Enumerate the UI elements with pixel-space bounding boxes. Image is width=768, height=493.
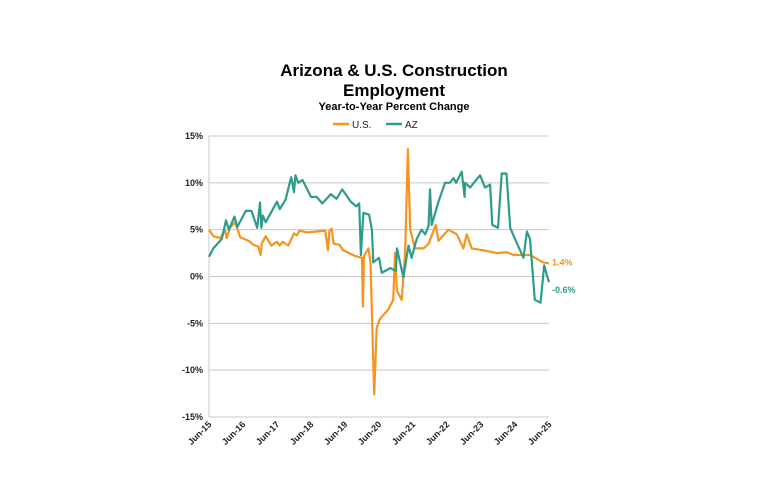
y-tick-label: 0% <box>190 272 203 282</box>
chart-title-line-2: Employment <box>343 81 445 100</box>
x-tick-label: Jun-19 <box>322 419 350 447</box>
y-tick-label: -5% <box>187 318 203 328</box>
x-tick-label: Jun-17 <box>254 419 282 447</box>
y-tick-label: 5% <box>190 225 203 235</box>
legend-label-us: U.S. <box>352 120 371 131</box>
x-tick-label: Jun-15 <box>186 419 214 447</box>
chart-title-line-1: Arizona & U.S. Construction <box>280 61 508 80</box>
x-tick-label: Jun-18 <box>288 419 316 447</box>
x-tick-label: Jun-16 <box>220 419 248 447</box>
y-tick-label: 10% <box>185 178 203 188</box>
x-tick-label: Jun-25 <box>526 419 554 447</box>
y-tick-label: -10% <box>182 365 203 375</box>
y-tick-label: 15% <box>185 131 203 141</box>
x-tick-label: Jun-24 <box>492 419 520 447</box>
x-tick-label: Jun-21 <box>390 419 418 447</box>
chart-subtitle: Year-to-Year Percent Change <box>318 101 469 113</box>
x-tick-label: Jun-22 <box>424 419 452 447</box>
legend-label-az: AZ <box>405 120 418 131</box>
end-value-label: -0.6% <box>552 285 576 295</box>
y-tick-label: -15% <box>182 412 203 422</box>
series-line-az <box>208 170 551 304</box>
x-tick-label: Jun-20 <box>356 419 384 447</box>
x-tick-label: Jun-23 <box>458 419 486 447</box>
legend: U.S. AZ <box>333 120 418 131</box>
series-line-us <box>208 148 550 396</box>
end-value-label: 1.4% <box>552 257 573 267</box>
